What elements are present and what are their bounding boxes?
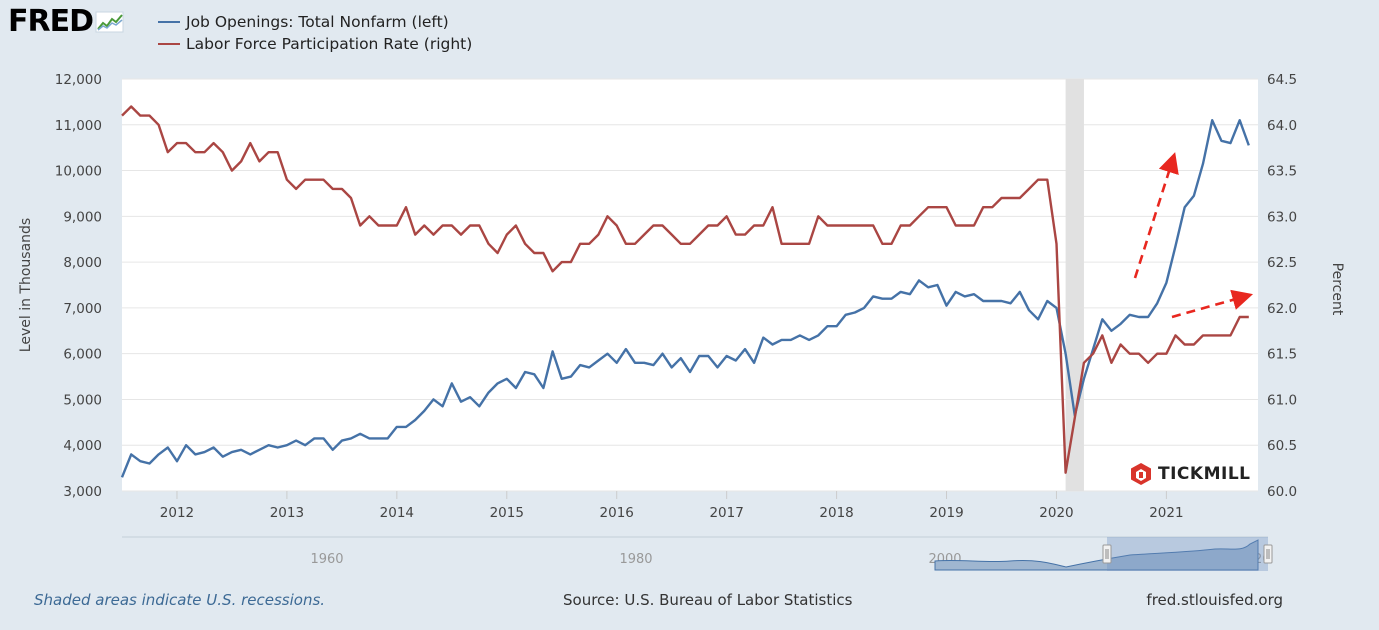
x-tick-label: 2020	[1039, 505, 1073, 521]
series-line-participation-rate[interactable]	[121, 105, 1249, 474]
y-right-tick-label: 60.0	[1267, 484, 1297, 500]
trend-arrow-participation-rate	[1171, 289, 1254, 319]
navigator-selected-range[interactable]	[1107, 537, 1268, 571]
trend-arrow-job-openings	[1133, 152, 1179, 279]
y-left-tick-label: 5,000	[63, 392, 102, 408]
x-tick-label: 2015	[490, 505, 524, 521]
x-tick-label: 2021	[1149, 505, 1183, 521]
navigator-year-label: 1980	[619, 552, 652, 567]
range-navigator[interactable]: 1960198020002020	[122, 536, 1273, 571]
x-tick-label: 2014	[380, 505, 414, 521]
tickmill-hexagon-icon	[1131, 463, 1151, 485]
y-right-axis-title: Percent	[1329, 263, 1345, 316]
y-left-tick-label: 7,000	[63, 301, 102, 317]
tickmill-text: TICKMILL	[1158, 464, 1251, 484]
x-tick-label: 2016	[600, 505, 634, 521]
y-left-axis-title: Level in Thousands	[18, 218, 34, 352]
y-right-tick-label: 61.0	[1267, 392, 1297, 408]
navigator-overview-area	[934, 539, 1259, 571]
y-left-tick-label: 11,000	[55, 118, 102, 134]
tickmill-watermark: TICKMILL	[1130, 462, 1250, 486]
x-tick-label: 2012	[160, 505, 194, 521]
recession-band	[1065, 79, 1084, 491]
y-right-tick-label: 64.5	[1267, 72, 1297, 88]
fred-graph-icon	[95, 11, 124, 32]
navigator-year-label: 1960	[310, 552, 343, 567]
legend-item-participation-rate[interactable]: Labor Force Participation Rate (right)	[158, 33, 472, 55]
fred-logo-text: FRED	[8, 4, 94, 39]
x-tick-label: 2013	[270, 505, 304, 521]
source-text: Source: U.S. Bureau of Labor Statistics	[563, 591, 853, 609]
y-right-tick-label: 60.5	[1267, 438, 1297, 454]
y-left-tick-label: 10,000	[55, 164, 102, 180]
series-lines	[120, 105, 1250, 478]
y-right-tick-label: 63.5	[1267, 164, 1297, 180]
legend-label-job-openings: Job Openings: Total Nonfarm (left)	[186, 13, 449, 31]
annotations	[1133, 152, 1254, 319]
legend-swatch-job-openings	[158, 21, 180, 23]
y-right-tick-label: 61.5	[1267, 347, 1297, 363]
recession-note: Shaded areas indicate U.S. recessions.	[34, 591, 326, 609]
y-right-tick-label: 63.0	[1267, 209, 1297, 225]
navigator-right-handle[interactable]	[1263, 544, 1273, 564]
y-left-tick-label: 8,000	[63, 255, 102, 271]
y-left-tick-label: 6,000	[63, 347, 102, 363]
axes: 3,000 4,000 5,000 6,000 7,000 8,000 9,000 10,00…	[18, 72, 1345, 521]
fred-logo[interactable]: FRED	[8, 4, 125, 39]
y-left-tick-label: 3,000	[63, 484, 102, 500]
recession-shading	[1065, 79, 1084, 491]
y-left-tick-label: 4,000	[63, 438, 102, 454]
legend-item-job-openings[interactable]: Job Openings: Total Nonfarm (left)	[158, 11, 472, 33]
legend-swatch-participation-rate	[158, 43, 180, 45]
y-right-tick-label: 64.0	[1267, 118, 1297, 134]
chart-legend: Job Openings: Total Nonfarm (left) Labor…	[158, 11, 472, 55]
x-tick-label: 2018	[819, 505, 853, 521]
plot-background	[122, 79, 1258, 491]
y-left-tick-label: 9,000	[63, 209, 102, 225]
legend-label-participation-rate: Labor Force Participation Rate (right)	[186, 35, 473, 53]
fred-url-link[interactable]: fred.stlouisfed.org	[1146, 591, 1283, 609]
y-right-tick-label: 62.5	[1267, 255, 1297, 271]
y-right-tick-label: 62.0	[1267, 301, 1297, 317]
x-tick-label: 2017	[709, 505, 743, 521]
navigator-left-handle[interactable]	[1102, 544, 1112, 564]
y-left-tick-label: 12,000	[55, 72, 102, 88]
x-tick-label: 2019	[929, 505, 963, 521]
